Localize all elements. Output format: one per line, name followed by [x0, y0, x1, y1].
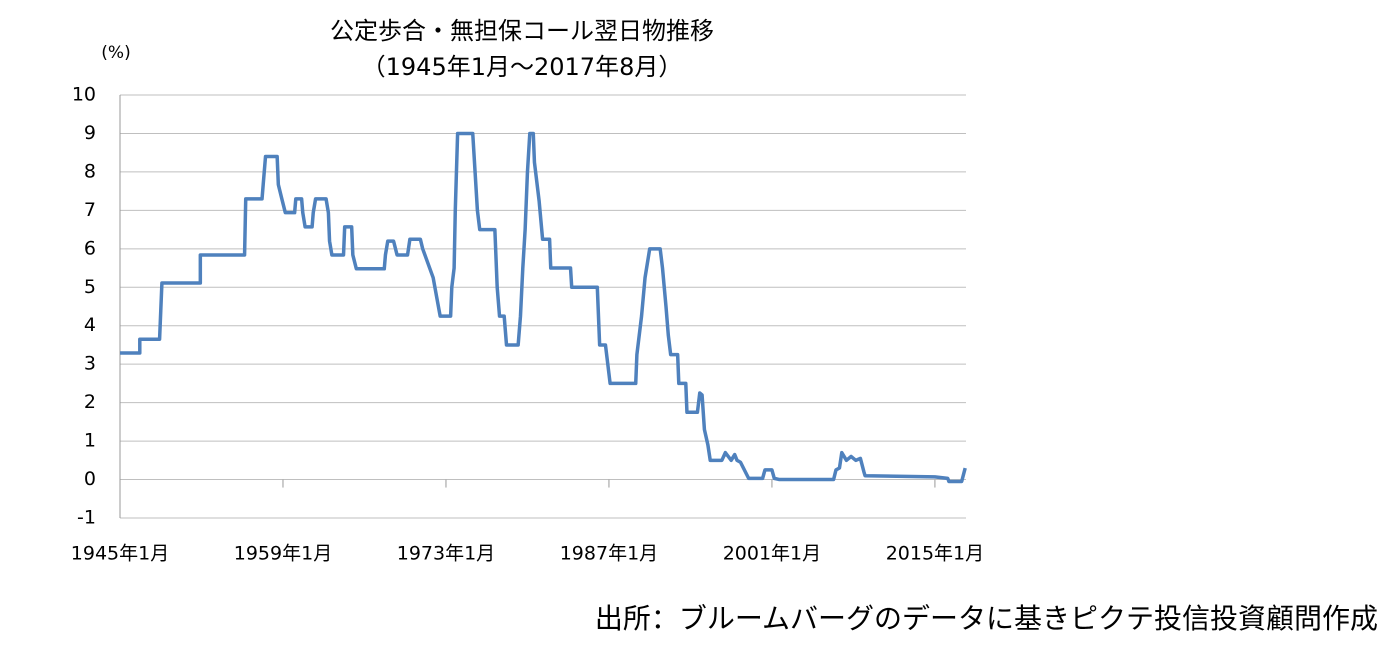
- data-line: [120, 131, 967, 484]
- x-tick-label: 2001年1月: [723, 543, 821, 565]
- y-tick-label: 3: [84, 353, 96, 375]
- x-tick-label: 1973年1月: [397, 543, 495, 565]
- y-tick-label: 7: [84, 199, 96, 221]
- x-tick-label: 1959年1月: [234, 543, 332, 565]
- x-tick-label: 1945年1月: [71, 543, 169, 565]
- y-tick-label: 4: [84, 314, 96, 336]
- y-tick-label: 0: [84, 468, 96, 490]
- y-tick-label: 2: [84, 391, 96, 413]
- y-tick-label: 6: [84, 237, 96, 259]
- chart-subtitle: （1945年1月～2017年8月）: [362, 53, 683, 81]
- y-tick-label: 8: [84, 160, 96, 182]
- x-tick-label: 1987年1月: [560, 543, 658, 565]
- y-tick-label: 1: [84, 430, 96, 452]
- y-tick-label: -1: [77, 507, 96, 529]
- x-tick-label: 2015年1月: [886, 543, 984, 565]
- source-note: 出所：ブルームバーグのデータに基きピクテ投信投資顧問作成: [595, 602, 1378, 635]
- y-tick-label: 5: [84, 276, 96, 298]
- chart-title: 公定歩合・無担保コール翌日物推移: [330, 17, 714, 45]
- y-axis-label: (%): [101, 43, 130, 63]
- y-tick-label: 10: [72, 84, 96, 106]
- y-tick-label: 9: [84, 122, 96, 144]
